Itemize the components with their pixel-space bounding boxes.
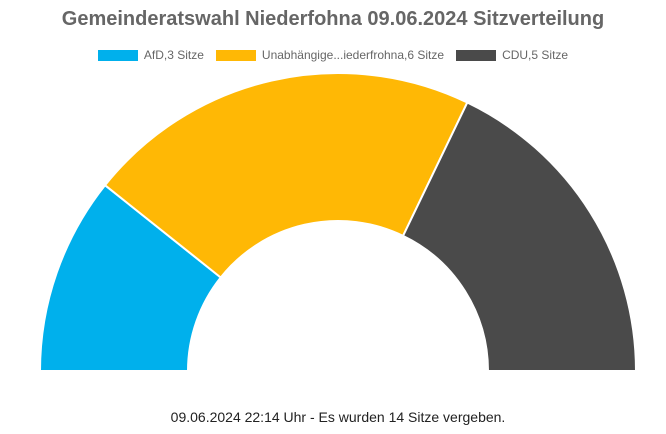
slice-1[interactable] — [103, 72, 469, 279]
slice-2[interactable] — [401, 101, 638, 372]
legend-swatch — [456, 49, 497, 61]
chart-title: Gemeinderatswahl Niederfohna 09.06.2024 … — [61, 8, 605, 30]
chart-footer: 09.06.2024 22:14 Uhr - Es wurden 14 Sitz… — [170, 409, 506, 425]
legend-item-afd[interactable]: AfD,3 Sitze — [97, 48, 204, 62]
legend-label: AfD,3 Sitze — [143, 48, 204, 62]
legend-item-cdu[interactable]: CDU,5 Sitze — [456, 48, 568, 62]
legend-label: Unabhängige...iederfrohna,6 Sitze — [261, 48, 445, 62]
legend-swatch — [97, 49, 138, 61]
legend: AfD,3 Sitze Unabhängige...iederfrohna,6 … — [0, 48, 666, 62]
legend-item-unabhaengige[interactable]: Unabhängige...iederfrohna,6 Sitze — [215, 48, 445, 62]
legend-label: CDU,5 Sitze — [502, 48, 569, 62]
legend-swatch — [215, 49, 256, 61]
